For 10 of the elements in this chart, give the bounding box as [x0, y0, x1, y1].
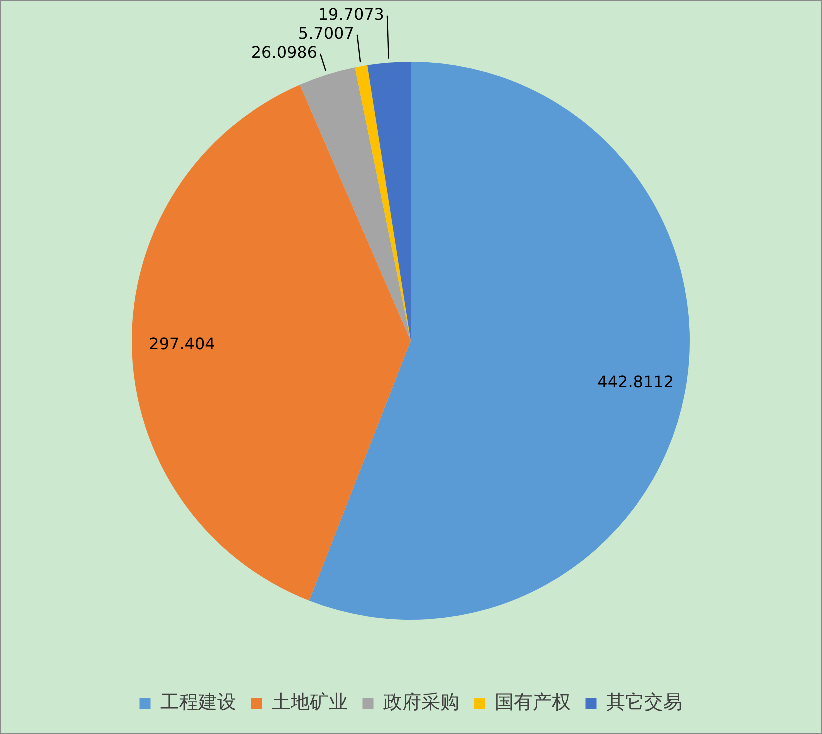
data-label: 297.404	[149, 334, 216, 354]
legend-label: 土地矿业	[272, 691, 348, 714]
data-label: 19.7073	[318, 5, 384, 24]
data-label: 26.0986	[251, 43, 318, 62]
legend-label: 国有产权	[494, 691, 571, 714]
legend-label: 政府采购	[383, 691, 460, 714]
data-label: 442.8112	[598, 372, 674, 392]
legend-label: 工程建设	[160, 691, 236, 714]
data-label: 5.7007	[298, 24, 354, 44]
legend-label: 其它交易	[606, 691, 682, 714]
